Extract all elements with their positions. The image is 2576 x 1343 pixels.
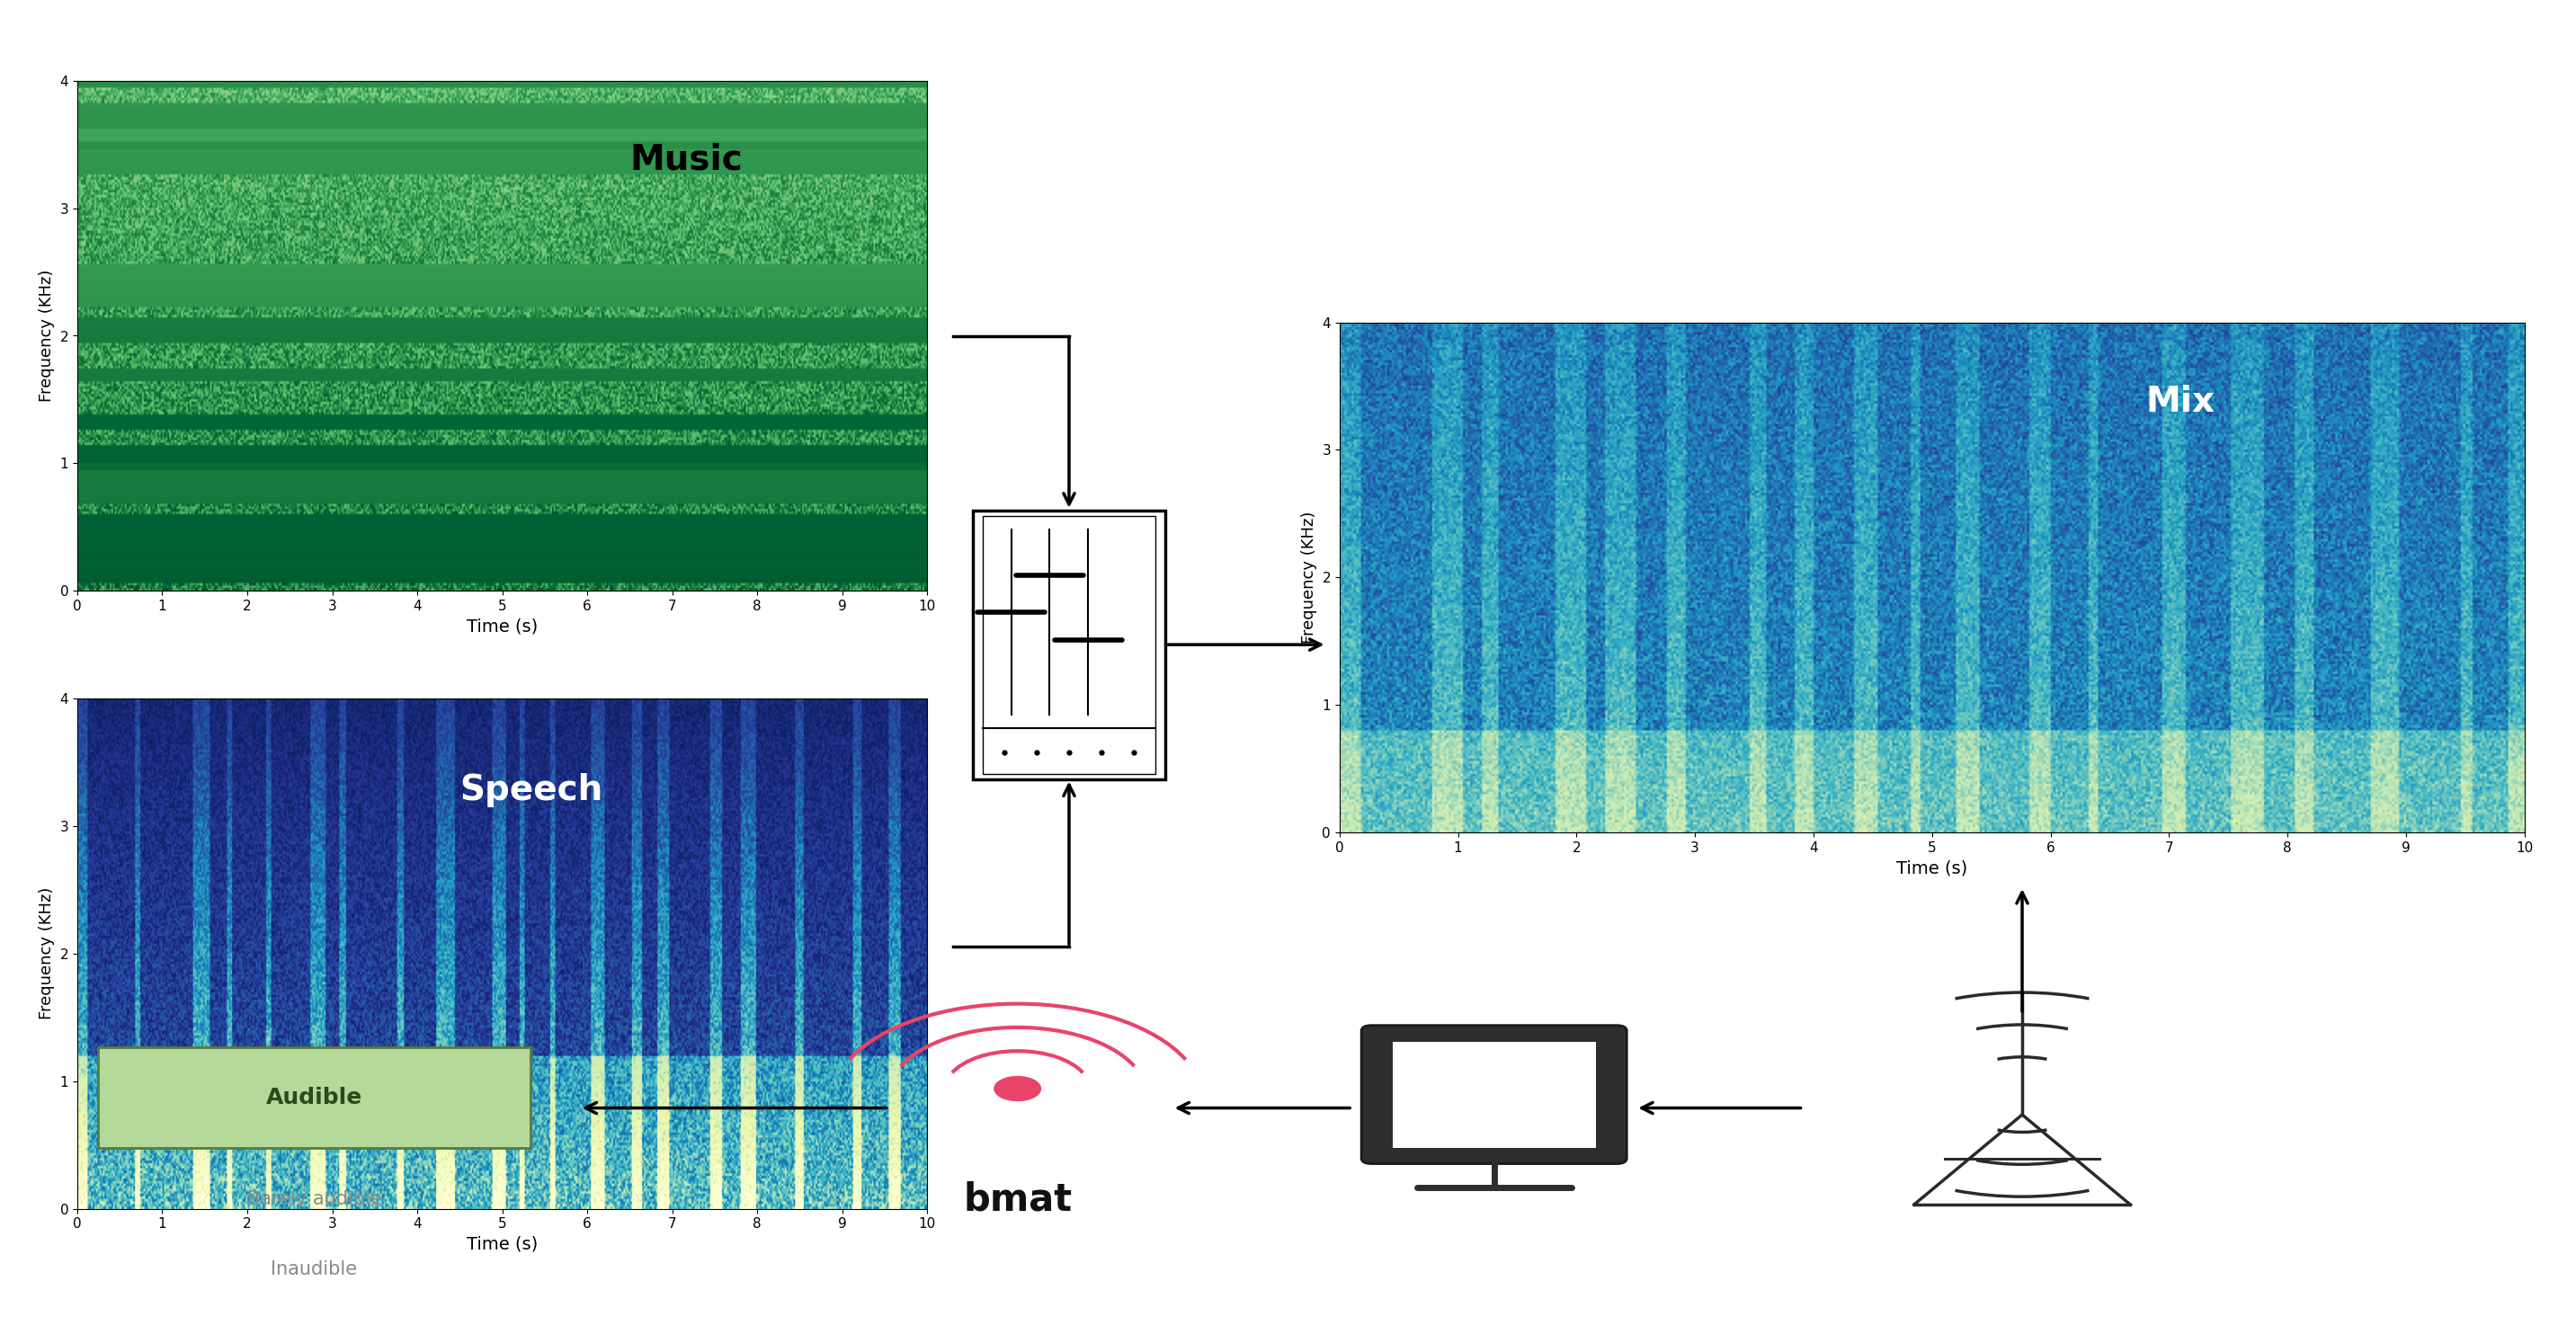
Text: Music: Music (629, 142, 742, 177)
FancyBboxPatch shape (1360, 1026, 1628, 1163)
X-axis label: Time (s): Time (s) (466, 1236, 538, 1253)
Y-axis label: Frequency (KHz): Frequency (KHz) (39, 270, 54, 402)
X-axis label: Time (s): Time (s) (1896, 860, 1968, 877)
X-axis label: Time (s): Time (s) (466, 618, 538, 635)
Circle shape (994, 1077, 1041, 1101)
Y-axis label: Frequency (KHz): Frequency (KHz) (39, 888, 54, 1019)
Text: Audible: Audible (265, 1086, 363, 1109)
Y-axis label: Frequency (KHz): Frequency (KHz) (1301, 512, 1316, 643)
FancyBboxPatch shape (1394, 1042, 1595, 1147)
FancyBboxPatch shape (974, 510, 1167, 779)
Text: Inaudible: Inaudible (270, 1260, 358, 1279)
Text: bmat: bmat (963, 1180, 1072, 1218)
Text: Mix: Mix (2146, 384, 2215, 419)
Text: Speech: Speech (459, 774, 603, 807)
FancyBboxPatch shape (98, 1048, 531, 1148)
Text: Barely audible: Barely audible (247, 1190, 381, 1209)
FancyBboxPatch shape (984, 516, 1157, 774)
